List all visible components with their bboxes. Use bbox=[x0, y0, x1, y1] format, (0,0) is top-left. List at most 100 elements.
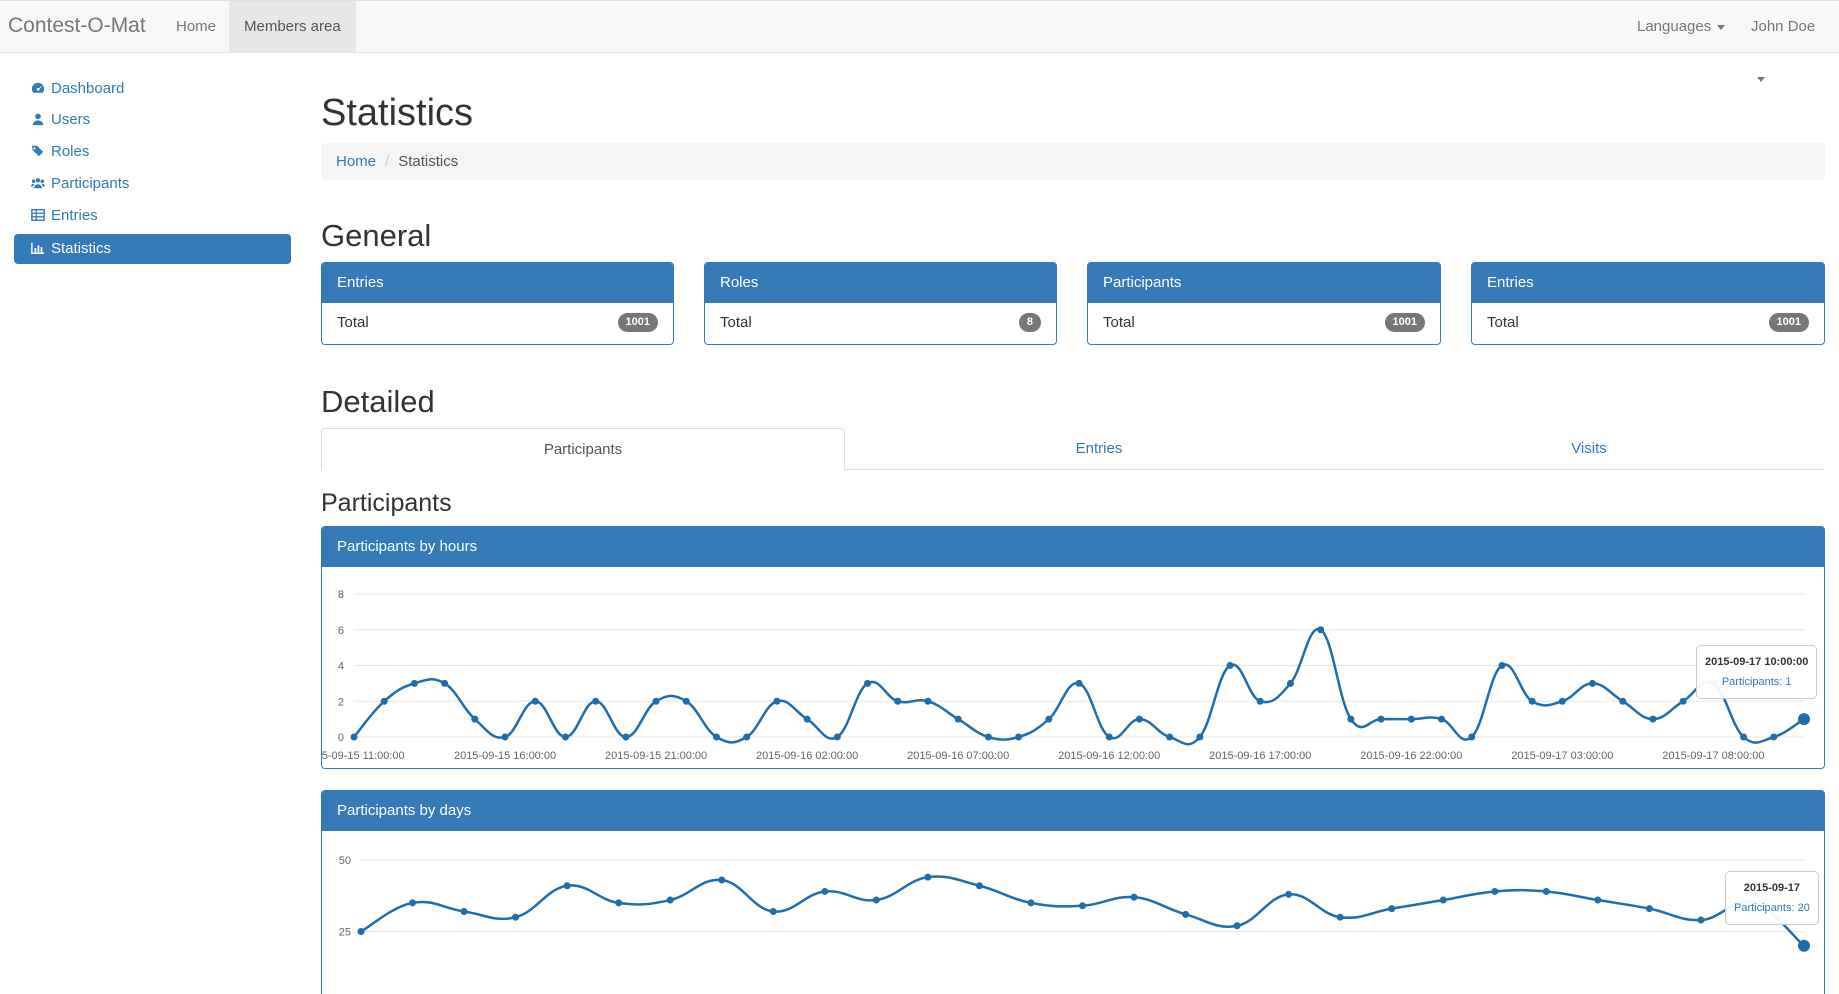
breadcrumb-current: Statistics bbox=[398, 153, 459, 170]
data-point bbox=[1558, 697, 1566, 705]
data-point bbox=[769, 907, 777, 915]
user-name: John Doe bbox=[1751, 18, 1816, 35]
tooltip-title: 2015-09-17 bbox=[1743, 882, 1801, 894]
data-point bbox=[713, 733, 720, 741]
sidebar-item-participants[interactable]: Participants bbox=[14, 169, 291, 199]
detailed-heading: Detailed bbox=[321, 384, 435, 419]
data-point bbox=[1196, 733, 1204, 741]
y-tick-label: 6 bbox=[338, 625, 344, 637]
sidebar-item-entries[interactable]: Entries bbox=[14, 201, 291, 231]
data-point bbox=[1594, 896, 1602, 904]
series-line bbox=[360, 875, 1805, 947]
data-point bbox=[1388, 905, 1396, 913]
data-point bbox=[743, 733, 751, 741]
data-point bbox=[592, 697, 600, 705]
participants-by-days-chart[interactable]: 02550 bbox=[322, 831, 1824, 994]
x-tick-label: 2015-09-15 21:00:00 bbox=[605, 750, 707, 762]
stat-panel-participants: Participants Total 1001 bbox=[1087, 262, 1441, 345]
data-point bbox=[561, 733, 569, 741]
data-point bbox=[652, 697, 660, 705]
data-point bbox=[1286, 679, 1294, 687]
panel-row: Total 8 bbox=[705, 303, 1056, 343]
chevron-down-icon bbox=[1757, 76, 1765, 82]
tooltip-value: Participants: 1 bbox=[1721, 676, 1792, 688]
data-point bbox=[1697, 916, 1705, 924]
data-point bbox=[1439, 896, 1447, 904]
data-point bbox=[512, 913, 520, 921]
data-point bbox=[833, 733, 841, 741]
data-point bbox=[1015, 733, 1023, 741]
chart-tooltip: 2015-09-17 10:00:00 Participants: 1 bbox=[1696, 645, 1818, 699]
data-point bbox=[1740, 733, 1748, 741]
data-point bbox=[441, 679, 449, 687]
nav-home[interactable]: Home bbox=[176, 18, 217, 35]
sidebar-item-label: Users bbox=[51, 111, 91, 128]
sidebar-item-label: Statistics bbox=[51, 240, 112, 257]
row-label: Total bbox=[720, 314, 752, 331]
breadcrumb-home[interactable]: Home bbox=[336, 153, 377, 170]
chart-title: Participants by days bbox=[322, 791, 1824, 831]
count-badge: 1001 bbox=[617, 313, 658, 332]
data-point bbox=[1619, 697, 1627, 705]
data-point bbox=[1407, 715, 1415, 723]
row-label: Total bbox=[1103, 314, 1135, 331]
data-point bbox=[666, 896, 674, 904]
sidebar-item-users[interactable]: Users bbox=[14, 105, 291, 135]
languages-dropdown[interactable]: Languages bbox=[1622, 1, 1740, 53]
data-point bbox=[1027, 899, 1035, 907]
data-point bbox=[1256, 697, 1264, 705]
panel-title: Participants bbox=[1088, 263, 1440, 303]
data-point bbox=[1130, 893, 1138, 901]
x-tick-label: 2015-09-15 16:00:00 bbox=[454, 750, 556, 762]
y-tick-label: 8 bbox=[338, 589, 344, 601]
data-point bbox=[1105, 733, 1113, 741]
data-point bbox=[1649, 715, 1657, 723]
sidebar-item-label: Dashboard bbox=[51, 80, 125, 97]
data-point bbox=[1347, 715, 1355, 723]
nav-members-area[interactable]: Members area bbox=[229, 1, 356, 53]
x-tick-label: 2015-09-16 22:00:00 bbox=[1360, 750, 1462, 762]
data-point bbox=[1233, 922, 1241, 930]
data-point bbox=[350, 733, 358, 741]
data-point bbox=[1079, 902, 1086, 910]
sidebar-item-label: Entries bbox=[51, 207, 98, 224]
table-icon bbox=[31, 209, 45, 221]
data-point bbox=[1770, 733, 1778, 741]
y-tick-label: 50 bbox=[339, 855, 351, 867]
data-point bbox=[622, 733, 630, 741]
tab-participants[interactable]: Participants bbox=[321, 428, 845, 471]
data-point bbox=[471, 715, 479, 723]
panel-row: Total 1001 bbox=[322, 303, 673, 343]
participants-by-hours-chart[interactable]: 0 2 4 6 8 2015-09-15 11:00:00 2015-09-15 16:00… bbox=[322, 567, 1824, 768]
panel-row: Total 1001 bbox=[1472, 303, 1824, 343]
sidebar-item-roles[interactable]: Roles bbox=[14, 137, 291, 167]
user-icon bbox=[32, 113, 44, 126]
data-point bbox=[894, 697, 902, 705]
data-point bbox=[1226, 662, 1234, 669]
panel-title: Roles bbox=[705, 263, 1056, 303]
user-dropdown[interactable]: John Doe bbox=[1736, 1, 1839, 82]
tab-entries[interactable]: Entries bbox=[1075, 440, 1123, 457]
data-point bbox=[1182, 910, 1190, 918]
row-label: Total bbox=[337, 314, 369, 331]
sidebar-item-statistics[interactable]: Statistics bbox=[14, 234, 291, 264]
data-point bbox=[682, 697, 690, 705]
data-point bbox=[718, 876, 726, 884]
tab-visits[interactable]: Visits bbox=[1571, 440, 1607, 457]
data-point bbox=[864, 679, 872, 687]
x-tick-label: 2015-09-16 12:00:00 bbox=[1058, 750, 1160, 762]
detail-tabs: Participants Entries Visits bbox=[321, 428, 1825, 471]
data-point bbox=[975, 882, 983, 890]
x-tick-label: 2015-09-17 03:00:00 bbox=[1511, 750, 1613, 762]
data-point bbox=[821, 887, 829, 895]
stat-panel-roles: Roles Total 8 bbox=[704, 262, 1057, 345]
y-tick-label: 25 bbox=[339, 927, 351, 939]
sidebar-item-dashboard[interactable]: Dashboard bbox=[14, 74, 291, 104]
data-point bbox=[460, 907, 468, 915]
data-point bbox=[409, 899, 417, 907]
stat-panel-entries: Entries Total 1001 bbox=[321, 262, 674, 345]
data-point bbox=[531, 697, 539, 705]
data-point bbox=[773, 697, 781, 705]
chevron-down-icon bbox=[1717, 24, 1726, 30]
brand-link[interactable]: Contest-O-Mat bbox=[8, 14, 146, 37]
